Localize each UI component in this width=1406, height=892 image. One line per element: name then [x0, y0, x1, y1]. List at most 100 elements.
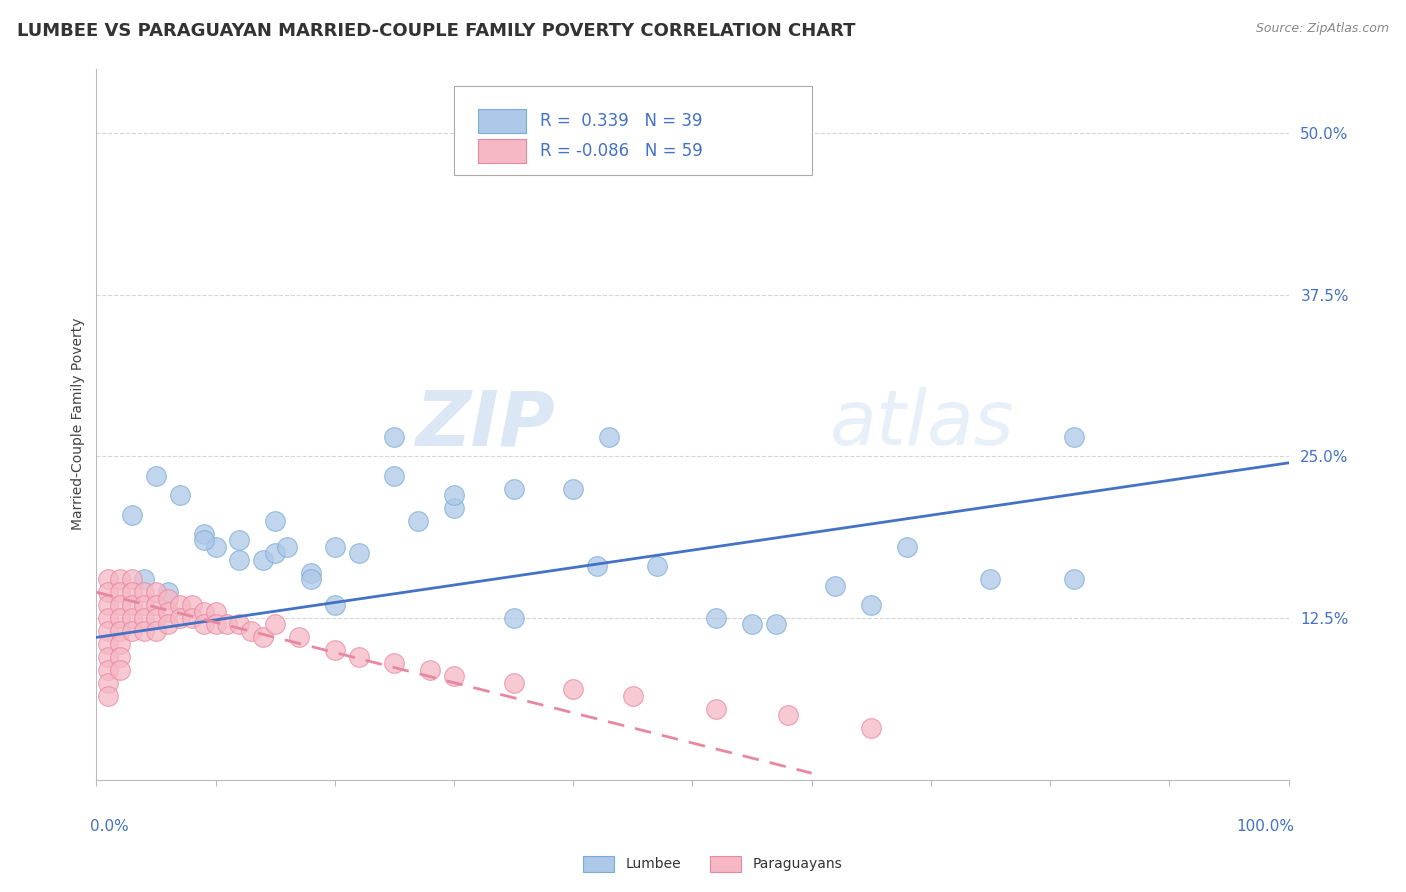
Text: Source: ZipAtlas.com: Source: ZipAtlas.com	[1256, 22, 1389, 36]
Point	[228, 553, 250, 567]
Point	[896, 540, 918, 554]
Point	[860, 598, 883, 612]
Point	[562, 482, 585, 496]
Point	[169, 611, 191, 625]
Point	[97, 624, 120, 638]
Point	[97, 663, 120, 677]
Point	[108, 598, 131, 612]
Point	[121, 572, 143, 586]
Point	[252, 553, 274, 567]
Point	[97, 637, 120, 651]
Point	[704, 611, 727, 625]
Point	[108, 572, 131, 586]
Point	[621, 689, 644, 703]
Point	[979, 572, 1001, 586]
Text: R =  0.339   N = 39: R = 0.339 N = 39	[540, 112, 703, 130]
Point	[97, 649, 120, 664]
Point	[1063, 430, 1085, 444]
Point	[384, 468, 406, 483]
Point	[156, 591, 179, 606]
Point	[108, 637, 131, 651]
Point	[347, 546, 370, 560]
Text: ZIP: ZIP	[416, 387, 555, 461]
Point	[419, 663, 441, 677]
Point	[443, 488, 465, 502]
Point	[384, 657, 406, 671]
Point	[121, 598, 143, 612]
Point	[97, 572, 120, 586]
Point	[299, 566, 322, 580]
Text: 0.0%: 0.0%	[90, 819, 129, 834]
Text: LUMBEE VS PARAGUAYAN MARRIED-COUPLE FAMILY POVERTY CORRELATION CHART: LUMBEE VS PARAGUAYAN MARRIED-COUPLE FAMI…	[17, 22, 855, 40]
Point	[204, 605, 226, 619]
Point	[193, 527, 215, 541]
Point	[443, 501, 465, 516]
Point	[228, 533, 250, 548]
Point	[97, 598, 120, 612]
Point	[765, 617, 787, 632]
Point	[156, 617, 179, 632]
Point	[502, 675, 524, 690]
Y-axis label: Married-Couple Family Poverty: Married-Couple Family Poverty	[72, 318, 86, 531]
Point	[1063, 572, 1085, 586]
Point	[252, 631, 274, 645]
Point	[443, 669, 465, 683]
Text: 100.0%: 100.0%	[1236, 819, 1295, 834]
Point	[323, 540, 346, 554]
Point	[132, 624, 155, 638]
Point	[204, 617, 226, 632]
Point	[132, 585, 155, 599]
Point	[860, 721, 883, 735]
Point	[276, 540, 298, 554]
Text: Paraguayans: Paraguayans	[752, 857, 842, 871]
Point	[180, 598, 202, 612]
Point	[193, 533, 215, 548]
Point	[145, 611, 167, 625]
Point	[228, 617, 250, 632]
Point	[180, 611, 202, 625]
Point	[132, 598, 155, 612]
Point	[193, 617, 215, 632]
Point	[299, 572, 322, 586]
Point	[97, 675, 120, 690]
Point	[145, 585, 167, 599]
Text: Lumbee: Lumbee	[626, 857, 682, 871]
Point	[288, 631, 311, 645]
Point	[121, 585, 143, 599]
Point	[384, 430, 406, 444]
Point	[323, 643, 346, 657]
Bar	[478, 109, 526, 133]
Point	[121, 624, 143, 638]
Point	[108, 624, 131, 638]
Point	[240, 624, 263, 638]
Point	[264, 514, 287, 528]
Point	[121, 508, 143, 522]
Point	[132, 572, 155, 586]
Point	[121, 611, 143, 625]
Bar	[478, 139, 526, 163]
Point	[108, 611, 131, 625]
Point	[562, 682, 585, 697]
Point	[204, 540, 226, 554]
Point	[323, 598, 346, 612]
Point	[169, 598, 191, 612]
Point	[132, 611, 155, 625]
Point	[502, 482, 524, 496]
Point	[193, 605, 215, 619]
Point	[704, 701, 727, 715]
Point	[586, 559, 609, 574]
Point	[347, 649, 370, 664]
FancyBboxPatch shape	[454, 87, 811, 175]
Point	[741, 617, 763, 632]
Point	[97, 689, 120, 703]
Point	[108, 585, 131, 599]
Point	[598, 430, 620, 444]
Point	[145, 624, 167, 638]
Text: R = -0.086   N = 59: R = -0.086 N = 59	[540, 142, 703, 161]
Point	[97, 585, 120, 599]
Point	[824, 579, 846, 593]
Point	[264, 546, 287, 560]
Point	[502, 611, 524, 625]
Point	[145, 468, 167, 483]
Point	[406, 514, 429, 528]
